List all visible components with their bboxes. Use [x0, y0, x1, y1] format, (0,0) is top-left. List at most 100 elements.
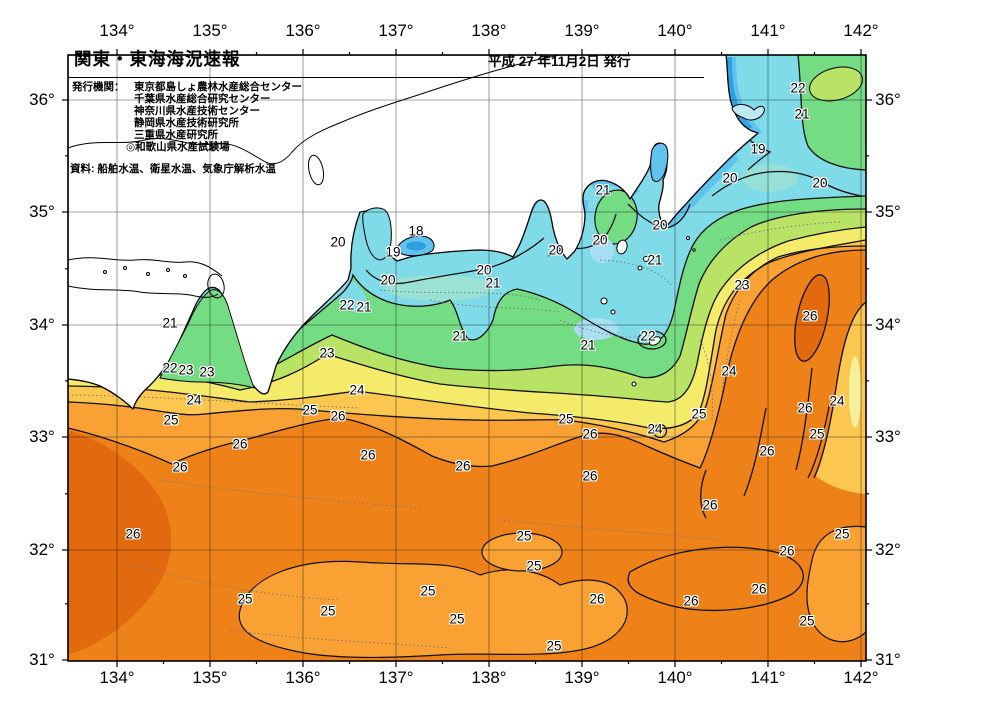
isotherm-value-label: 25	[526, 558, 542, 574]
isotherm-value-label: 26	[802, 308, 818, 324]
isotherm-value-label: 25	[546, 638, 562, 654]
isotherm-value-label: 26	[172, 459, 188, 475]
isotherm-value-label: 21	[794, 106, 810, 122]
isotherm-value-label: 20	[812, 175, 828, 191]
isotherm-value-label: 21	[580, 337, 596, 353]
map-frame	[67, 54, 867, 662]
isotherm-value-label: 21	[162, 315, 178, 331]
axis-tick-label: 34°	[29, 315, 55, 334]
isotherm-value-label: 25	[799, 613, 815, 629]
minor-isotherms	[68, 221, 841, 649]
issuer-list: 東京都島しょ農林水産総合センター 千葉県水産総合研究センター 神奈川県水産技術センタ…	[126, 81, 302, 153]
isotherm-value-label: 26	[797, 400, 813, 416]
warm-25-loop	[481, 532, 563, 572]
axis-tick-label: 33°	[29, 427, 55, 446]
isotherm-value-label: 26	[751, 581, 767, 597]
axis-tick-label: 134°	[99, 668, 135, 687]
isotherm-value-label: 21	[356, 299, 372, 315]
isotherm-value-label: 25	[163, 412, 179, 428]
axis-tick-label: 135°	[192, 21, 228, 40]
axis-tick-label: 139°	[564, 668, 600, 687]
band-aqua	[385, 275, 495, 301]
axis-tick-label: 35°	[29, 202, 55, 221]
isotherm-value-label: 20	[548, 242, 564, 258]
issuer-item: 神奈川県水産技術センター	[134, 104, 260, 117]
isotherm-value-label: 20	[652, 217, 668, 233]
axis-tick-label: 140°	[657, 668, 693, 687]
axis-tick-label: 142°	[843, 668, 879, 687]
warm-25-loop	[806, 525, 866, 643]
isotherm-value-label: 19	[750, 141, 766, 157]
ise-bay	[362, 207, 392, 261]
isotherm-value-label: 26	[582, 426, 598, 442]
band-24-east-wedge	[816, 302, 866, 494]
header-divider	[68, 77, 704, 78]
kii-channel-water	[159, 289, 255, 389]
isotherm-value-label: 24	[721, 363, 737, 379]
isotherm-value-label: 25	[691, 406, 707, 422]
lake-biwa	[307, 154, 325, 186]
axis-tick-label: 31°	[875, 650, 901, 669]
page-title: 関東・東海海況速報	[74, 49, 241, 69]
isotherm-value-label: 25	[237, 591, 253, 607]
land-honshu-shikoku	[68, 55, 759, 410]
seto-inland-sea-coastlines	[68, 55, 561, 299]
coastal-18-strip	[726, 56, 753, 131]
axis-tick-label: 139°	[564, 21, 600, 40]
axis-tick-label: 137°	[378, 21, 414, 40]
isotherm-value-label: 26	[125, 526, 141, 542]
axis-ticks	[62, 49, 872, 667]
isotherm-value-label: 26	[360, 447, 376, 463]
isotherm-value-label: 22	[162, 360, 178, 376]
isotherm-value-label: 26	[455, 458, 471, 474]
isotherm-value-label: 18	[408, 223, 424, 239]
axis-tick-label: 34°	[875, 315, 901, 334]
isotherm-value-label: 25	[558, 411, 574, 427]
axis-tick-label: 32°	[875, 540, 901, 559]
isotherm-value-label: 21	[647, 252, 663, 268]
isotherm-value-label: 23	[178, 362, 194, 378]
axis-tick-label: 141°	[750, 21, 786, 40]
isotherm-value-label: 24	[186, 392, 202, 408]
isotherm-value-label: 26	[330, 408, 346, 424]
axis-tick-label: 141°	[750, 668, 786, 687]
isotherm-value-label: 26	[683, 593, 699, 609]
graticule	[68, 55, 866, 661]
isotherm-value-label: 22	[790, 80, 806, 96]
isotherm-value-label: 26	[232, 436, 248, 452]
isotherm-value-label: 23	[319, 345, 335, 361]
axis-tick-label: 36°	[29, 90, 55, 109]
isotherm-value-label: 20	[476, 262, 492, 278]
isotherm-value-label: 25	[834, 526, 850, 542]
isotherm-value-label: 26	[779, 543, 795, 559]
axis-tick-label: 134°	[99, 21, 135, 40]
issuer-item: 東京都島しょ農林水産総合センター	[134, 81, 302, 93]
axis-tick-label: 35°	[875, 202, 901, 221]
mikawa-bay-18-core	[406, 241, 426, 251]
isotherm-value-label: 24	[647, 421, 663, 437]
axis-tick-label: 138°	[471, 21, 507, 40]
issuer-block: 発行機関： 東京都島しょ農林水産総合センター 千葉県水産総合研究センター 神奈川県水…	[72, 81, 302, 153]
isotherm-value-label: 20	[380, 272, 396, 288]
axis-tick-label: 137°	[378, 668, 414, 687]
axis-tick-label: 135°	[192, 668, 228, 687]
data-source-note: 資料: 船舶水温、衛星水温、気象庁解析水温	[70, 163, 276, 175]
isotherm-value-label: 25	[809, 426, 825, 442]
isotherm-value-label: 21	[452, 328, 468, 344]
isotherm-value-label: 25	[516, 528, 532, 544]
axis-tick-label: 142°	[843, 21, 879, 40]
isotherm-value-label: 25	[302, 402, 318, 418]
isotherm-value-label: 22	[640, 328, 656, 344]
isotherm-value-label: 26	[702, 497, 718, 513]
isotherm-value-label: 20	[330, 234, 346, 250]
axis-tick-label: 33°	[875, 427, 901, 446]
band-26	[68, 250, 866, 661]
band-27	[68, 430, 172, 655]
axis-tick-label: 136°	[285, 21, 321, 40]
isotherm-value-label: 26	[759, 443, 775, 459]
isotherm-value-label: 19	[385, 244, 401, 260]
isotherm-value-label: 23	[199, 364, 215, 380]
isotherm-value-label: 25	[449, 611, 465, 627]
band-22-oval	[809, 66, 863, 102]
